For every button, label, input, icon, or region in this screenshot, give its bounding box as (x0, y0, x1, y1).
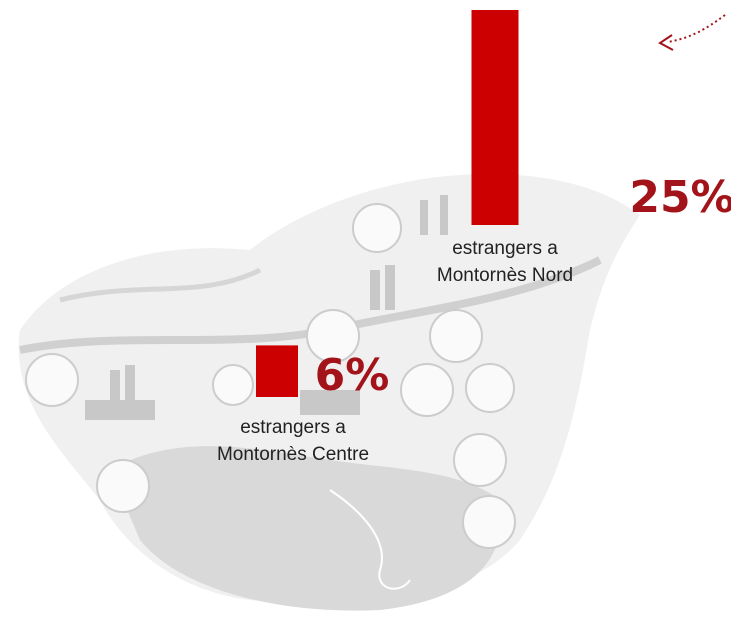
hills (110, 446, 502, 611)
river (329, 489, 411, 590)
arrow (667, 14, 726, 43)
value-label: 25% (629, 172, 731, 223)
road (59, 267, 262, 303)
category-label: estrangers a (452, 238, 558, 259)
icons (25, 203, 516, 549)
map-illustration (18, 174, 640, 611)
category-label: Montornès Centre (217, 444, 369, 465)
arrow-head (658, 34, 674, 51)
category-label: estrangers a (240, 417, 346, 438)
category-label: Montornès Nord (437, 265, 573, 286)
bar (471, 10, 519, 225)
value-label: 6% (315, 350, 390, 401)
bar (256, 345, 298, 397)
buildings (85, 195, 448, 420)
